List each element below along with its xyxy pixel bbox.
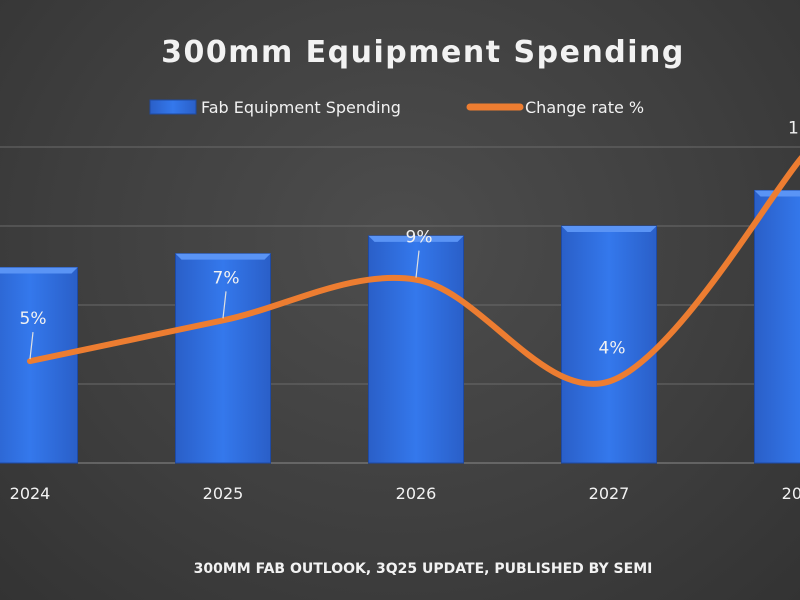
legend-label-line: Change rate % [525, 98, 644, 117]
bar-bevel [0, 267, 78, 274]
data-label-leader [29, 332, 34, 360]
data-label-leader [222, 291, 227, 319]
data-label-2028: 15% [788, 118, 800, 138]
legend-swatch-bar [149, 99, 197, 115]
legend: Fab Equipment Spending Change rate % [149, 98, 644, 117]
bar-2028 [754, 189, 800, 464]
data-label-2026: 9% [406, 228, 433, 248]
bar-bevel [561, 226, 657, 232]
chart-title: 300mm Equipment Spending [161, 35, 685, 70]
x-tick-label: 2026 [396, 484, 437, 503]
change-rate-line [27, 155, 800, 387]
bar-2025 [175, 253, 271, 464]
x-tick-label: 2024 [10, 484, 51, 503]
data-label-2024: 5% [20, 309, 47, 329]
bar-2026 [368, 235, 464, 464]
data-label-2025: 7% [213, 268, 240, 288]
x-tick-label: 2027 [589, 484, 630, 503]
bar-2027 [561, 225, 657, 464]
bar-bevel [368, 235, 464, 242]
data-label-leader [415, 250, 420, 278]
x-tick-label: 2028 [782, 484, 800, 503]
bar-2024 [0, 266, 78, 464]
data-label-2027: 4% [599, 339, 626, 359]
footnote: 300MM FAB OUTLOOK, 3Q25 UPDATE, PUBLISHE… [194, 561, 653, 577]
x-tick-label: 2025 [203, 484, 244, 503]
legend-label-bar: Fab Equipment Spending [201, 98, 401, 117]
bar-bevel [175, 253, 271, 260]
